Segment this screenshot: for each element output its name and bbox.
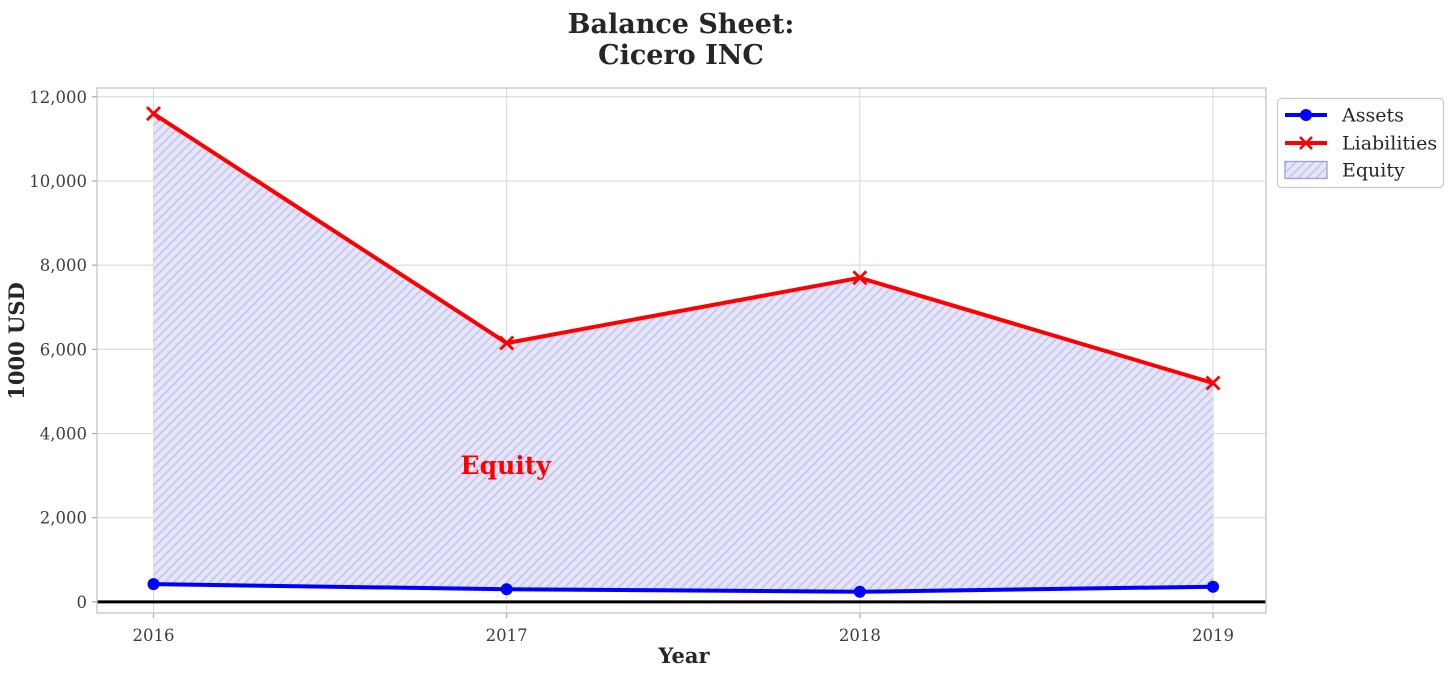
liabilities-data-point-marker [146, 106, 161, 122]
axis-layer: 0 2,000 4,000 6,000 8,000 10,000 12,000 2016 201… [29, 87, 1267, 645]
assets-line [151, 582, 1216, 594]
liabilities-line [151, 111, 1216, 386]
y-tick-label: 8,000 [40, 256, 87, 275]
x-tick-label: 2016 [133, 626, 175, 645]
y-tick-label: 12,000 [29, 88, 87, 107]
x-tick-label: 2019 [1192, 626, 1234, 645]
x-tick-label: 2017 [486, 626, 528, 645]
y-tick-label: 2,000 [40, 509, 87, 528]
assets-data-point-marker [500, 583, 513, 596]
legend-item-equity: Equity [1284, 160, 1405, 182]
legend-item-assets: Assets [1285, 105, 1404, 127]
assets-data-point-marker [147, 578, 160, 591]
assets-dot-marker-icon [1300, 109, 1312, 121]
equity-patch-swatch [1284, 160, 1328, 180]
assets-data-point-marker [1207, 580, 1220, 593]
chart-title-line1: Balance Sheet: [568, 9, 795, 40]
assets-data-point-marker [853, 585, 866, 598]
y-tick-label: 6,000 [40, 340, 87, 359]
liabilities-data-point-marker [852, 270, 868, 286]
liabilities-data-point-marker [499, 335, 515, 351]
y-tick-label: 4,000 [40, 425, 87, 444]
equity-annotation: Equity [461, 451, 553, 480]
series-layer [97, 106, 1266, 604]
x-tick-label: 2018 [839, 626, 881, 645]
liabilities-data-point-marker [1205, 375, 1221, 391]
y-tick-label: 0 [77, 593, 88, 612]
legend-item-label: Liabilities [1342, 133, 1437, 155]
y-tick-label: 10,000 [29, 172, 87, 191]
plot-border [96, 87, 1267, 614]
legend: Assets Liabilities Equity [1276, 97, 1445, 189]
area-layer [153, 113, 1214, 592]
legend-item-liabilities: Liabilities [1285, 133, 1437, 155]
liabilities-x-marker-icon [1299, 136, 1313, 150]
x-axis-label: Year [657, 643, 710, 668]
legend-item-label: Assets [1341, 105, 1404, 127]
y-axis-label: 1000 USD [4, 282, 29, 399]
legend-item-label: Equity [1342, 160, 1405, 182]
equity-area [153, 113, 1214, 592]
chart-title-line2: Cicero INC [598, 40, 764, 71]
